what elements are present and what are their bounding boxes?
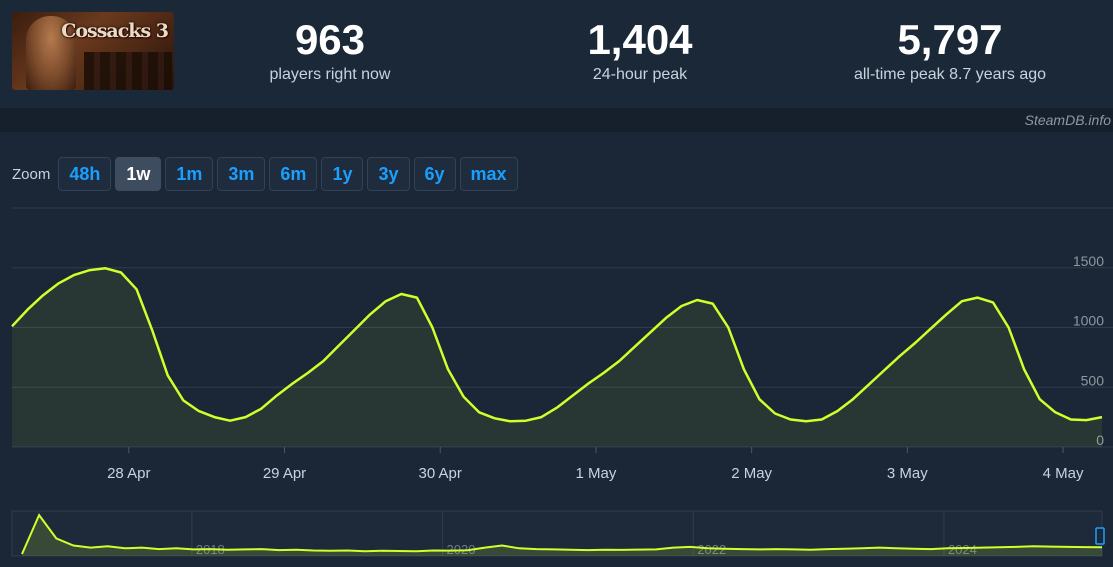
zoom-3m-button[interactable]: 3m [217, 157, 266, 191]
stat-value: 1,404 [587, 16, 693, 63]
navigator-line [21, 513, 1103, 555]
stat-value: 5,797 [897, 16, 1003, 63]
x-tick-label: 30 Apr [419, 465, 462, 482]
zoom-6y-button[interactable]: 6y [413, 157, 456, 191]
logo-text: Cossacks 3 [61, 20, 169, 42]
y-tick-label: 1500 [1073, 253, 1104, 269]
logo-crowd [84, 52, 172, 90]
navigator-year-label: 2022 [697, 542, 726, 557]
x-tick-label: 29 Apr [263, 465, 306, 482]
stat-value: 963 [294, 16, 366, 63]
stat-label: players right now [269, 66, 391, 83]
stat-24h-peak: 1,404 24-hour peak [540, 16, 740, 86]
stat-current-players: 963 players right now [230, 16, 430, 86]
zoom-48h-button[interactable]: 48h [58, 157, 112, 191]
x-tick-label: 28 Apr [107, 465, 150, 482]
steamdb-link[interactable]: SteamDB.info [1024, 112, 1111, 128]
zoom-controls: Zoom 48h 1w 1m 3m 6m 1y 3y 6y max [12, 157, 522, 191]
y-tick-label: 500 [1081, 372, 1105, 388]
zoom-max-button[interactable]: max [459, 157, 518, 191]
x-tick-label: 4 May [1043, 465, 1084, 482]
branding-bar: SteamDB.info [0, 108, 1113, 132]
zoom-1m-button[interactable]: 1m [165, 157, 214, 191]
navigator-year-label: 2024 [948, 542, 977, 557]
game-logo[interactable]: Cossacks 3 [12, 12, 174, 90]
zoom-3y-button[interactable]: 3y [367, 157, 410, 191]
navigator-handle[interactable] [1095, 527, 1105, 545]
logo-figure [26, 16, 76, 90]
stat-label: 24-hour peak [592, 66, 688, 83]
stat-all-time-peak: 5,797 all-time peak 8.7 years ago [820, 16, 1080, 86]
zoom-label: Zoom [12, 165, 51, 183]
series-area [12, 268, 1102, 447]
series-line [11, 267, 1103, 423]
zoom-1y-button[interactable]: 1y [321, 157, 364, 191]
x-tick-label: 1 May [575, 465, 616, 482]
header: Cossacks 3 963 players right now 1,404 2… [0, 0, 1113, 108]
navigator-area [22, 515, 1102, 556]
x-tick-label: 2 May [731, 465, 772, 482]
zoom-1w-button[interactable]: 1w [115, 157, 162, 191]
stat-label: all-time peak 8.7 years ago [853, 66, 1047, 83]
zoom-6m-button[interactable]: 6m [269, 157, 318, 191]
x-tick-label: 3 May [887, 465, 928, 482]
y-tick-label: 0 [1096, 432, 1104, 448]
y-tick-label: 1000 [1073, 313, 1104, 329]
